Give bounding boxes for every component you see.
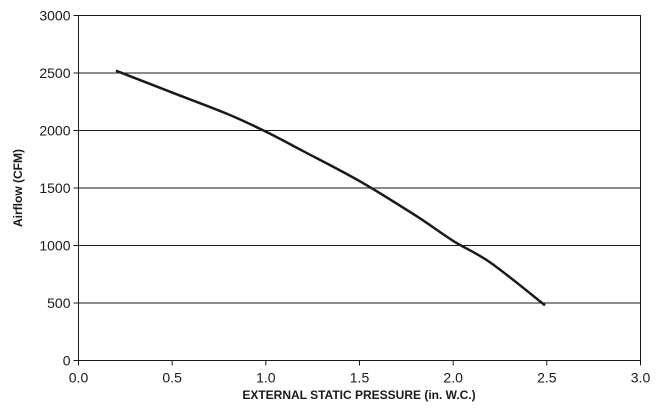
- grid-lines: [78, 72, 641, 304]
- series-group: [115, 69, 546, 307]
- y-axis-title: Airflow (CFM): [11, 149, 25, 227]
- y-axis-ticks: 0 500 1000 1500 2000 2500 3000: [39, 8, 79, 369]
- airflow-curve: [115, 69, 546, 307]
- y-tick-label: 2000: [39, 123, 70, 139]
- x-tick-label: 2.5: [537, 370, 557, 386]
- x-tick-label: 2.0: [443, 370, 463, 386]
- y-tick-label: 1500: [39, 180, 70, 196]
- x-tick-label: 3.0: [631, 370, 651, 386]
- y-tick-label: 2500: [39, 65, 70, 81]
- y-tick-label: 500: [47, 295, 71, 311]
- x-tick-label: 1.0: [256, 370, 276, 386]
- x-tick-label: 1.5: [350, 370, 370, 386]
- x-tick-label: 0.0: [69, 370, 89, 386]
- x-axis-title: EXTERNAL STATIC PRESSURE (in. W.C.): [242, 388, 475, 402]
- x-axis-ticks: 0.0 0.5 1.0 1.5 2.0 2.5 3.0: [69, 360, 651, 386]
- x-tick-label: 0.5: [162, 370, 182, 386]
- y-tick-label: 1000: [39, 238, 70, 254]
- y-tick-label: 0: [63, 353, 71, 369]
- y-tick-label: 3000: [39, 8, 70, 24]
